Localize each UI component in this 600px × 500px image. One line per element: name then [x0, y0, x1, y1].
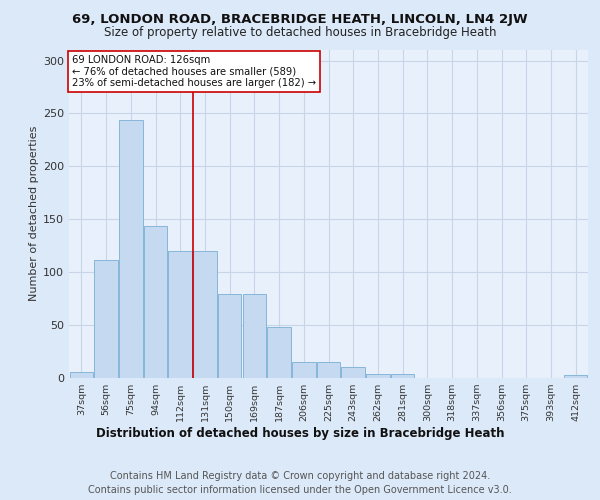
Bar [169, 250, 192, 378]
Bar [144, 226, 167, 378]
Text: Contains public sector information licensed under the Open Government Licence v3: Contains public sector information licen… [88, 485, 512, 495]
Bar [341, 367, 365, 378]
Bar [317, 362, 340, 378]
Bar [564, 376, 587, 378]
Text: Size of property relative to detached houses in Bracebridge Heath: Size of property relative to detached ho… [104, 26, 496, 39]
Bar [119, 120, 143, 378]
Bar [70, 372, 93, 378]
Bar [391, 374, 415, 378]
Bar [218, 294, 241, 378]
Bar [268, 327, 291, 378]
Bar [366, 374, 389, 378]
Bar [94, 260, 118, 378]
Y-axis label: Number of detached properties: Number of detached properties [29, 126, 39, 302]
Text: Contains HM Land Registry data © Crown copyright and database right 2024.: Contains HM Land Registry data © Crown c… [110, 471, 490, 481]
Text: 69 LONDON ROAD: 126sqm
← 76% of detached houses are smaller (589)
23% of semi-de: 69 LONDON ROAD: 126sqm ← 76% of detached… [71, 55, 316, 88]
Bar [292, 362, 316, 378]
Bar [242, 294, 266, 378]
Text: 69, LONDON ROAD, BRACEBRIDGE HEATH, LINCOLN, LN4 2JW: 69, LONDON ROAD, BRACEBRIDGE HEATH, LINC… [72, 12, 528, 26]
Text: Distribution of detached houses by size in Bracebridge Heath: Distribution of detached houses by size … [96, 428, 504, 440]
Bar [193, 250, 217, 378]
